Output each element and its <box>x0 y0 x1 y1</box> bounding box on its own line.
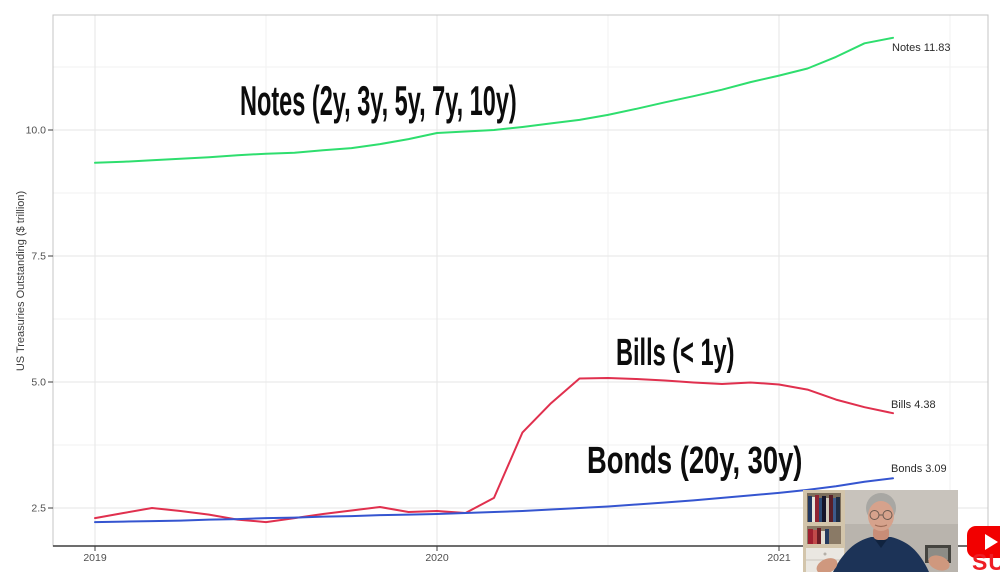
annotation-bills: Bills (< 1y) <box>616 332 735 374</box>
y-tick-label: 2.5 <box>31 503 46 515</box>
x-tick-label: 2021 <box>767 552 791 564</box>
books-top-shelf <box>808 495 840 522</box>
presenter-hand-left <box>816 558 838 572</box>
bills-line <box>94 377 894 524</box>
y-tick-label: 10.0 <box>26 125 47 137</box>
presenter-hand-right <box>928 555 950 571</box>
notes-line <box>94 36 894 164</box>
subscribe-play-icon[interactable] <box>967 526 1000 558</box>
x-tick-label: 2019 <box>83 552 107 564</box>
y-tick-label: 5.0 <box>31 377 46 389</box>
presenter-video <box>803 490 958 572</box>
presenter-mouth <box>874 524 888 528</box>
annotation-notes: Notes (2y, 3y, 5y, 7y, 10y) <box>240 77 517 124</box>
books-middle-shelf <box>808 528 829 544</box>
bonds-line <box>94 477 894 524</box>
webcam-overlay <box>803 490 958 572</box>
bookshelf <box>803 490 845 572</box>
presenter-shirt <box>833 537 929 572</box>
notes-end-label: Notes 11.83 <box>892 42 951 54</box>
play-icon <box>985 534 998 550</box>
annotation-bonds: Bonds (20y, 30y) <box>587 440 803 482</box>
presenter-glasses <box>869 510 893 520</box>
bills-end-label: Bills 4.38 <box>891 399 936 411</box>
y-axis-title: US Treasuries Outstanding ($ trillion) <box>15 190 27 372</box>
subscribe-label[interactable]: SU <box>972 549 1000 575</box>
x-tick-label: 2020 <box>425 552 449 564</box>
panel-border <box>52 14 989 547</box>
presenter-face <box>868 501 894 531</box>
presenter <box>816 493 950 572</box>
bonds-end-label: Bonds 3.09 <box>891 463 947 475</box>
y-tick-label: 7.5 <box>31 251 46 263</box>
